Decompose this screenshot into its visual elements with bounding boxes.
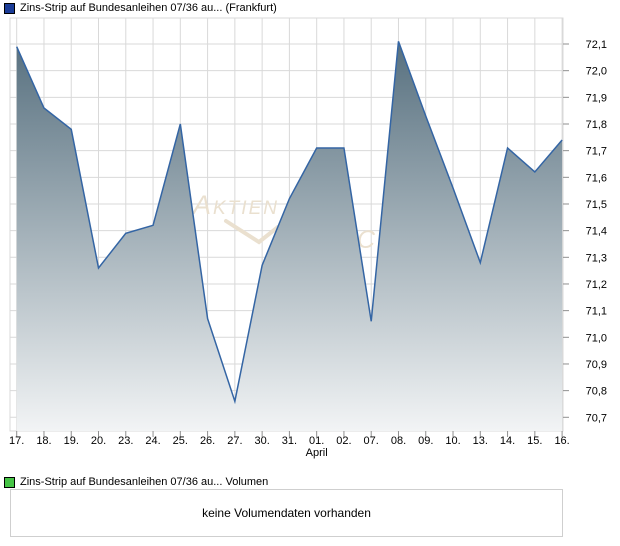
svg-text:14.: 14. [500, 435, 515, 447]
svg-text:24.: 24. [145, 435, 160, 447]
svg-text:71,0: 71,0 [586, 332, 607, 344]
svg-text:71,3: 71,3 [586, 252, 607, 264]
svg-text:25.: 25. [173, 435, 188, 447]
svg-text:13.: 13. [473, 435, 488, 447]
watermark-logo: AktienCheck [191, 190, 433, 254]
price-line [16, 41, 563, 405]
svg-text:30.: 30. [254, 435, 269, 447]
svg-text:16.: 16. [554, 435, 569, 447]
svg-text:19.: 19. [64, 435, 79, 447]
price-legend-swatch [4, 2, 15, 14]
svg-text:08.: 08. [391, 435, 406, 447]
svg-text:71,2: 71,2 [586, 279, 607, 291]
svg-text:71,6: 71,6 [586, 172, 607, 184]
svg-text:70,7: 70,7 [586, 412, 607, 424]
svg-text:01.: 01. [309, 435, 324, 447]
price-legend-label: Zins-Strip auf Bundesanleihen 07/36 au..… [20, 2, 277, 14]
svg-text:09.: 09. [418, 435, 433, 447]
svg-text:Aktien: Aktien [191, 190, 279, 220]
volume-legend-swatch [4, 476, 15, 488]
svg-text:71,8: 71,8 [586, 119, 607, 131]
area-series [16, 41, 563, 432]
svg-text:17.: 17. [9, 435, 24, 447]
axis-ticks [16, 43, 569, 437]
svg-text:71,5: 71,5 [586, 199, 607, 211]
volume-legend: Zins-Strip auf Bundesanleihen 07/36 au..… [4, 476, 268, 488]
price-chart-svg: AktienCheck 17. 18. 19. 20. 23. 24. 25. 26. 27. 30… [9, 17, 607, 459]
x-axis-labels: 17. 18. 19. 20. 23. 24. 25. 26. 27. 30. 31. 01. 02. 0… [9, 435, 570, 459]
svg-text:70,8: 70,8 [586, 386, 607, 398]
svg-text:72,0: 72,0 [586, 66, 607, 78]
svg-text:02.: 02. [336, 435, 351, 447]
svg-text:71,9: 71,9 [586, 92, 607, 104]
svg-text:20.: 20. [91, 435, 106, 447]
svg-text:15.: 15. [527, 435, 542, 447]
svg-text:07.: 07. [364, 435, 379, 447]
svg-text:26.: 26. [200, 435, 215, 447]
svg-text:27.: 27. [227, 435, 242, 447]
volume-legend-label: Zins-Strip auf Bundesanleihen 07/36 au..… [20, 476, 269, 488]
svg-text:18.: 18. [36, 435, 51, 447]
volume-message-box: keine Volumendaten vorhanden [10, 489, 563, 537]
svg-text:71,1: 71,1 [586, 306, 607, 318]
svg-text:10.: 10. [445, 435, 460, 447]
svg-text:71,7: 71,7 [586, 146, 607, 158]
price-legend: Zins-Strip auf Bundesanleihen 07/36 au..… [4, 2, 277, 14]
month-label: April [306, 447, 328, 459]
svg-text:72,1: 72,1 [586, 39, 607, 51]
svg-text:23.: 23. [118, 435, 133, 447]
svg-text:70,9: 70,9 [586, 359, 607, 371]
y-axis-labels: 72,1 72,0 71,9 71,8 71,7 71,6 71,5 71,4 71,3 71,2… [586, 39, 607, 424]
volume-message: keine Volumendaten vorhanden [202, 506, 371, 520]
svg-text:71,4: 71,4 [586, 226, 607, 238]
svg-text:31.: 31. [282, 435, 297, 447]
